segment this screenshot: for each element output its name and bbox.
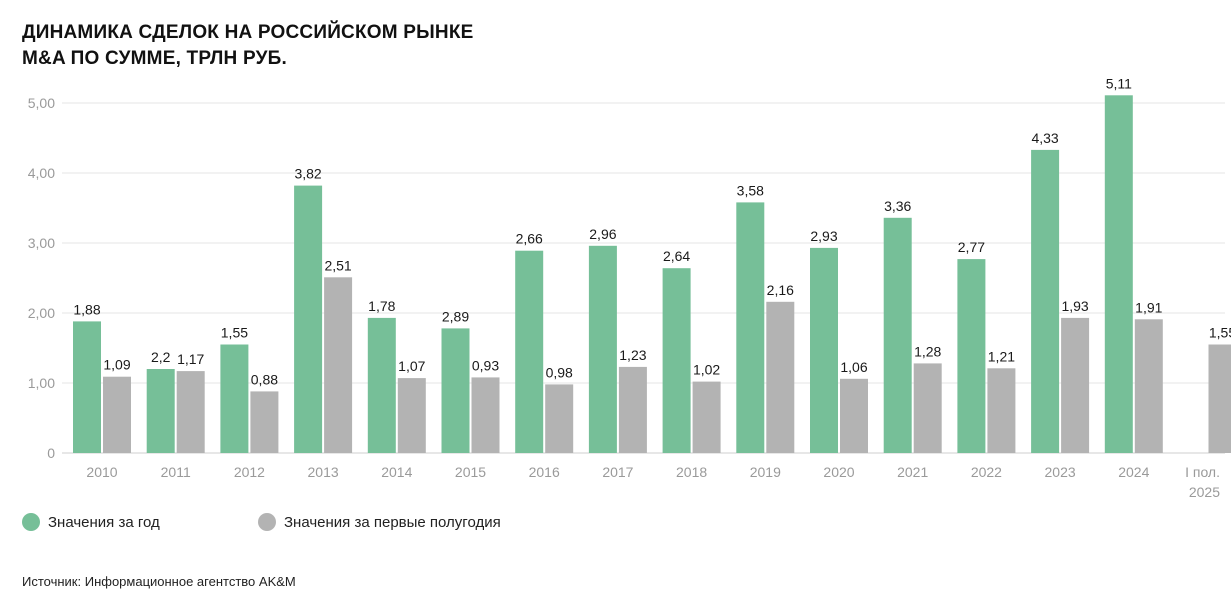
data-label-annual: 3,36 xyxy=(884,198,911,214)
x-tick-label: 2017 xyxy=(602,464,633,480)
data-label-half-year: 1,09 xyxy=(103,357,130,373)
data-label-half-year: 1,21 xyxy=(988,348,1015,364)
bar-half-year xyxy=(1208,344,1231,453)
x-tick-label: 2025 xyxy=(1189,484,1220,500)
data-label-annual: 1,55 xyxy=(221,325,248,341)
x-tick-label: 2020 xyxy=(823,464,854,480)
data-label-annual: 2,2 xyxy=(151,349,171,365)
y-tick-label: 3,00 xyxy=(28,235,55,251)
data-label-half-year: 1,02 xyxy=(693,362,720,378)
bar-half-year xyxy=(987,368,1016,453)
bar-half-year xyxy=(471,377,500,453)
bar-half-year xyxy=(618,366,647,453)
data-label-annual: 2,93 xyxy=(810,228,837,244)
bar-annual xyxy=(367,317,396,453)
source-note: Источник: Информационное агентство AK&M xyxy=(22,574,296,589)
bar-annual xyxy=(146,369,175,453)
bar-annual xyxy=(957,259,986,453)
bar-annual xyxy=(220,344,249,453)
data-label-half-year: 1,06 xyxy=(840,359,867,375)
data-label-half-year: 1,55 xyxy=(1209,325,1231,341)
legend: Значения за год Значения за первые полуг… xyxy=(22,513,722,535)
x-tick-label: I пол. xyxy=(1185,464,1220,480)
bar-half-year xyxy=(840,378,868,453)
x-tick-label: 2015 xyxy=(455,464,486,480)
legend-swatch-annual xyxy=(22,513,40,531)
x-tick-label: 2021 xyxy=(897,464,928,480)
bar-annual xyxy=(662,268,691,453)
bar-annual xyxy=(883,217,912,453)
bar-half-year xyxy=(176,371,205,453)
bar-half-year xyxy=(913,363,942,453)
data-label-half-year: 2,16 xyxy=(767,282,794,298)
chart-title-line-1: ДИНАМИКА СДЕЛОК НА РОССИЙСКОМ РЫНКЕ xyxy=(22,22,474,43)
legend-item-annual: Значения за год xyxy=(22,513,160,531)
x-tick-label: 2019 xyxy=(750,464,781,480)
bar-annual xyxy=(294,185,323,453)
data-label-half-year: 1,17 xyxy=(177,351,204,367)
legend-item-half-year: Значения за первые полугодия xyxy=(258,513,501,531)
data-label-half-year: 1,23 xyxy=(619,347,646,363)
bar-annual xyxy=(73,321,101,453)
data-label-half-year: 0,93 xyxy=(472,357,499,373)
bar-annual xyxy=(810,247,838,453)
data-label-half-year: 0,88 xyxy=(251,371,278,387)
x-tick-label: 2010 xyxy=(86,464,117,480)
bar-half-year xyxy=(103,376,131,453)
bar-annual xyxy=(1104,95,1133,454)
data-label-annual: 5,11 xyxy=(1106,75,1132,91)
data-label-annual: 2,77 xyxy=(958,239,985,255)
x-tick-label: 2023 xyxy=(1045,464,1076,480)
chart-title: ДИНАМИКА СДЕЛОК НА РОССИЙСКОМ РЫНКЕ M&A … xyxy=(22,20,474,72)
y-tick-label: 5,00 xyxy=(28,95,55,111)
data-label-annual: 1,78 xyxy=(368,298,395,314)
bar-half-year xyxy=(1134,319,1163,453)
data-label-annual: 2,64 xyxy=(663,248,690,264)
y-tick-label: 2,00 xyxy=(28,305,55,321)
y-tick-label: 0 xyxy=(47,445,55,461)
data-label-half-year: 1,07 xyxy=(398,358,425,374)
x-tick-label: 2011 xyxy=(161,464,191,480)
bar-annual xyxy=(1031,149,1060,453)
legend-swatch-half-year xyxy=(258,513,276,531)
data-label-annual: 2,96 xyxy=(589,226,616,242)
chart-title-line-2: M&A ПО СУММЕ, ТРЛН РУБ. xyxy=(22,48,287,69)
data-label-annual: 4,33 xyxy=(1031,130,1058,146)
bar-half-year xyxy=(1061,317,1090,453)
data-label-annual: 3,58 xyxy=(737,182,764,198)
bar-half-year xyxy=(545,384,574,453)
x-tick-label: 2022 xyxy=(971,464,1002,480)
bar-annual xyxy=(588,245,617,453)
data-label-half-year: 2,51 xyxy=(324,257,351,273)
data-label-half-year: 1,28 xyxy=(914,343,941,359)
x-tick-label: 2024 xyxy=(1118,464,1149,480)
data-label-half-year: 1,93 xyxy=(1061,298,1088,314)
x-tick-label: 2014 xyxy=(381,464,412,480)
bar-half-year xyxy=(397,378,426,453)
y-tick-label: 1,00 xyxy=(28,375,55,391)
x-tick-label: 2013 xyxy=(308,464,339,480)
legend-label-annual: Значения за год xyxy=(48,513,160,531)
x-tick-label: 2012 xyxy=(234,464,265,480)
bar-annual xyxy=(736,202,765,453)
y-tick-label: 4,00 xyxy=(28,165,55,181)
bar-annual xyxy=(515,250,544,453)
bar-annual xyxy=(441,328,470,453)
data-label-annual: 2,66 xyxy=(516,231,543,247)
bar-half-year xyxy=(692,381,721,453)
data-label-annual: 3,82 xyxy=(294,166,321,182)
bar-half-year xyxy=(324,277,353,453)
data-label-annual: 2,89 xyxy=(442,308,469,324)
legend-label-half-year: Значения за первые полугодия xyxy=(284,513,501,531)
x-tick-label: 2018 xyxy=(676,464,707,480)
data-label-half-year: 0,98 xyxy=(546,364,573,380)
data-label-half-year: 1,91 xyxy=(1135,299,1162,315)
x-tick-label: 2016 xyxy=(529,464,560,480)
bar-half-year xyxy=(250,391,279,453)
bar-chart: 0 1,00 2,00 3,00 4,00 5,00 1,88 1,09 2010 2,2 1,17… xyxy=(28,75,1231,500)
data-label-annual: 1,88 xyxy=(73,301,100,317)
bar-half-year xyxy=(766,301,795,453)
